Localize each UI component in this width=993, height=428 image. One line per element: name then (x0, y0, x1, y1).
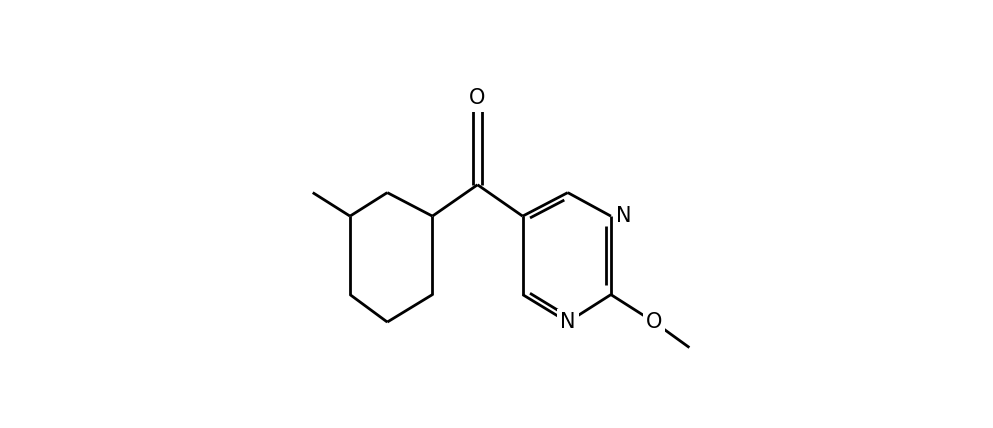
Text: O: O (645, 312, 662, 332)
Text: N: N (560, 312, 576, 332)
Text: N: N (616, 206, 632, 226)
Text: O: O (470, 89, 486, 108)
